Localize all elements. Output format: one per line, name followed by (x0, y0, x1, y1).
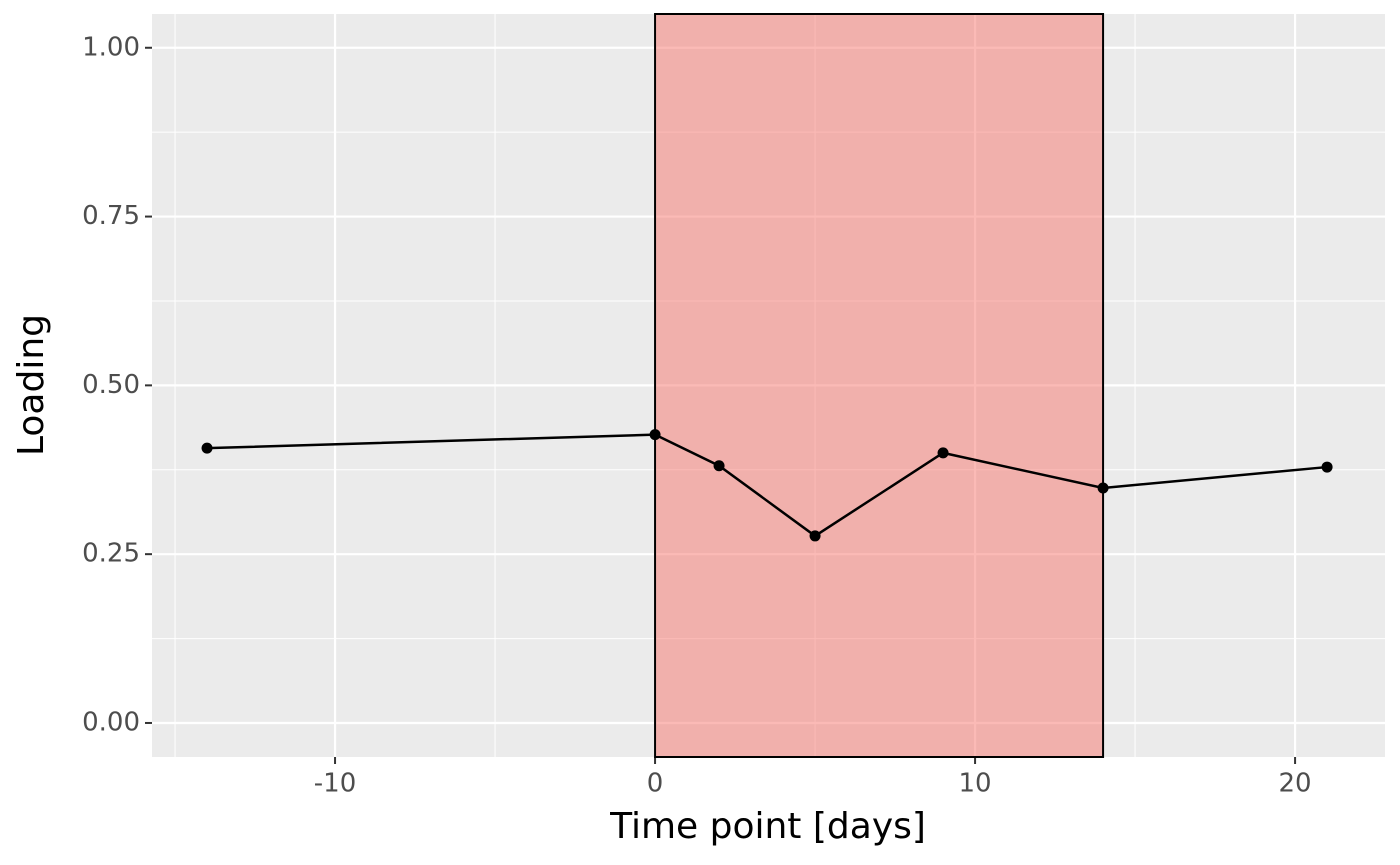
point (1321, 461, 1333, 473)
y-tick-label: 0.00 (82, 707, 140, 737)
point (937, 447, 949, 459)
point (713, 460, 725, 472)
y-tick-label: 0.75 (82, 201, 140, 231)
point (201, 442, 213, 454)
x-tick-label: 10 (959, 769, 992, 799)
y-tick-label: 0.50 (82, 370, 140, 400)
point (649, 429, 661, 441)
y-axis-title: Loading (11, 314, 52, 456)
point (1097, 482, 1109, 494)
highlight-region (654, 13, 1105, 758)
point (809, 530, 821, 542)
x-tick-label: 0 (647, 769, 664, 799)
y-tick-label: 0.25 (82, 539, 140, 569)
x-tick-label: 20 (1279, 769, 1312, 799)
x-axis-title: Time point [days] (609, 806, 926, 847)
y-tick-label: 1.00 (82, 32, 140, 62)
x-tick-label: -10 (314, 769, 356, 799)
